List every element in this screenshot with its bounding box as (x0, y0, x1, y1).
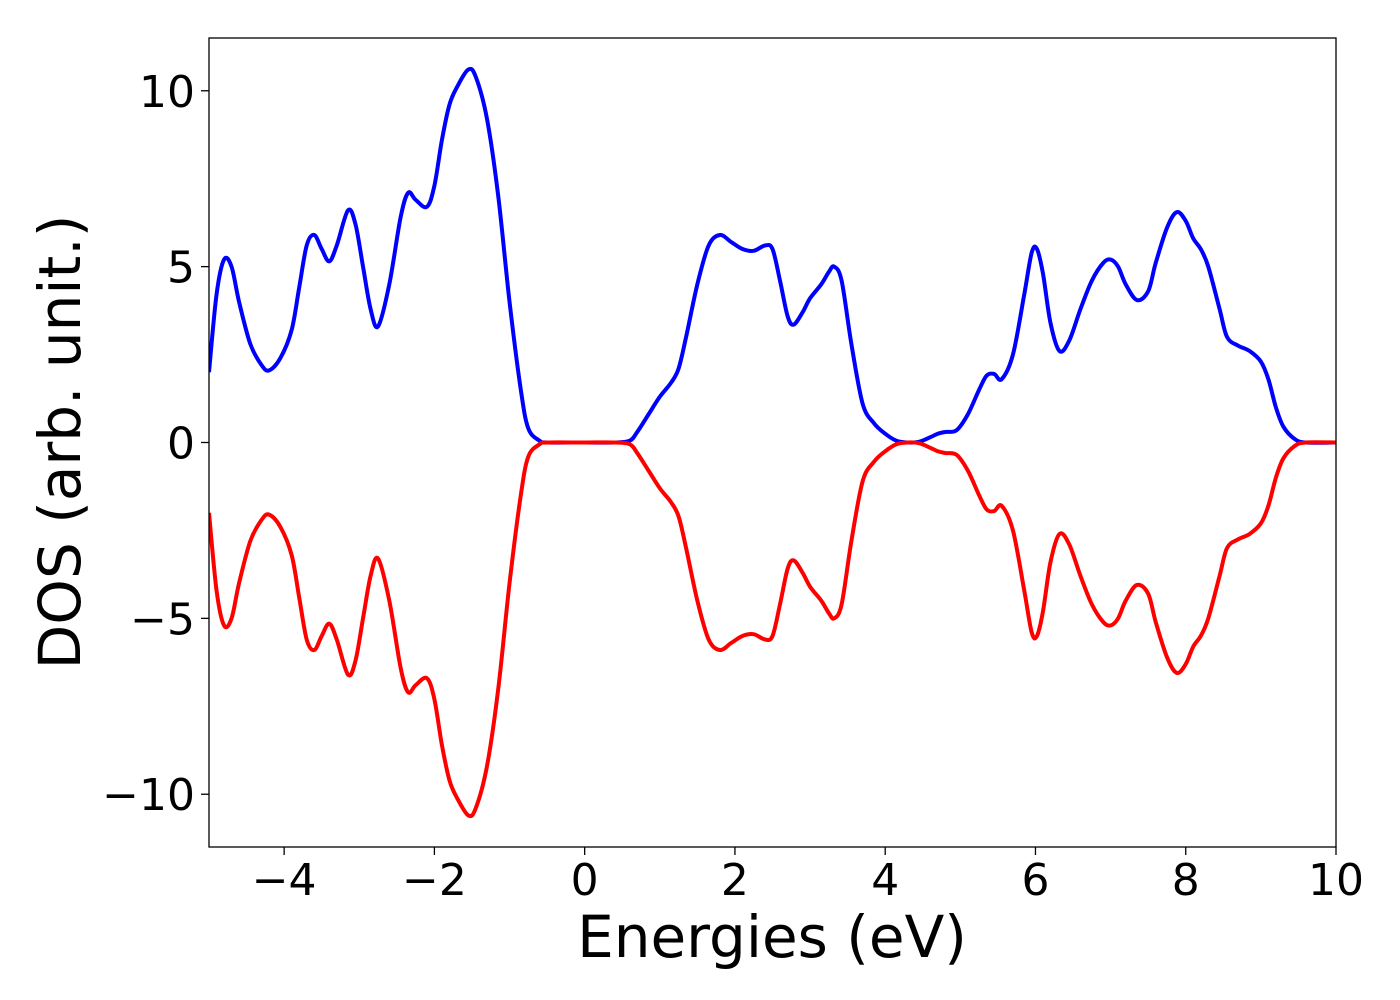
x-axis-ticks: −4 −2 0 2 4 6 8 10 (252, 847, 1364, 906)
x-tick-label: −4 (252, 855, 317, 906)
x-tick-label: 4 (871, 855, 899, 906)
y-tick-label: 0 (167, 419, 195, 470)
series-line-spin-up (209, 66, 1336, 445)
x-tick-label: −2 (402, 855, 467, 906)
x-tick-label: 6 (1021, 855, 1049, 906)
y-tick-label: −10 (102, 770, 195, 821)
x-tick-label: 8 (1172, 855, 1200, 906)
y-axis-label: DOS (arb. unit.) (26, 215, 94, 670)
x-tick-label: 2 (721, 855, 749, 906)
x-tick-label: 0 (571, 855, 599, 906)
series-line-spin-down (209, 440, 1336, 819)
y-axis-ticks: −10 −5 0 5 10 (102, 67, 209, 821)
x-tick-label: 10 (1308, 855, 1364, 906)
series-layer (209, 66, 1336, 819)
x-axis-label: Energies (eV) (577, 903, 967, 971)
y-tick-label: −5 (130, 594, 195, 645)
y-tick-label: 10 (139, 67, 195, 118)
y-tick-label: 5 (167, 243, 195, 294)
